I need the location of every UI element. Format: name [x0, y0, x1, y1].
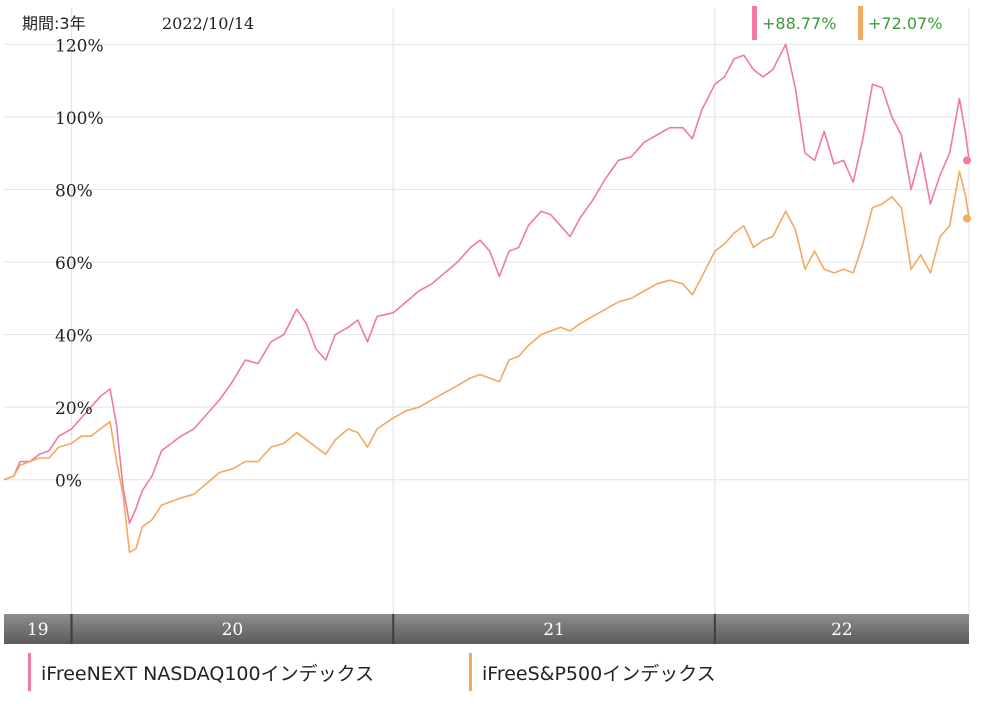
year-labels: 19 20 21 22 — [27, 614, 853, 644]
grid — [4, 8, 970, 614]
y-tick-label: 40% — [55, 327, 93, 347]
date-label: 2022/10/14 — [162, 14, 254, 33]
y-tick-label: 120% — [55, 36, 104, 56]
y-tick-label: 20% — [55, 399, 93, 419]
plot-background — [4, 8, 969, 614]
y-tick-label: 0% — [55, 472, 82, 492]
series-line-2 — [3, 170, 970, 554]
year-label: 19 — [27, 620, 49, 640]
series-end-marker-1 — [963, 156, 971, 165]
badge-1-value: +88.77% — [762, 14, 836, 33]
series-line-1 — [3, 43, 970, 525]
y-tick-label: 60% — [55, 254, 93, 274]
year-label: 20 — [222, 620, 244, 640]
y-tick-label: 100% — [55, 109, 104, 129]
legend-item-2: iFreeS&P500インデックス — [469, 652, 716, 692]
y-tick-label: 80% — [55, 181, 93, 201]
series-lines — [3, 43, 971, 554]
year-label: 21 — [543, 620, 565, 640]
x-axis-bar — [4, 614, 969, 644]
badge-2-marker — [858, 6, 863, 40]
legend-item-1: iFreeNEXT NASDAQ100インデックス — [28, 652, 374, 692]
badge-1-marker — [752, 6, 757, 40]
year-label: 22 — [831, 620, 853, 640]
legend-swatch-2 — [469, 653, 472, 691]
badge-2-value: +72.07% — [868, 14, 942, 33]
legend-swatch-1 — [28, 653, 31, 691]
legend-label-2: iFreeS&P500インデックス — [482, 662, 716, 685]
series-end-marker-2 — [963, 214, 971, 223]
legend-label-1: iFreeNEXT NASDAQ100インデックス — [41, 662, 375, 685]
period-label: 期間:3年 — [22, 14, 86, 33]
y-tick-labels: 120% 100% 80% 60% 40% 20% 0% — [55, 36, 104, 491]
